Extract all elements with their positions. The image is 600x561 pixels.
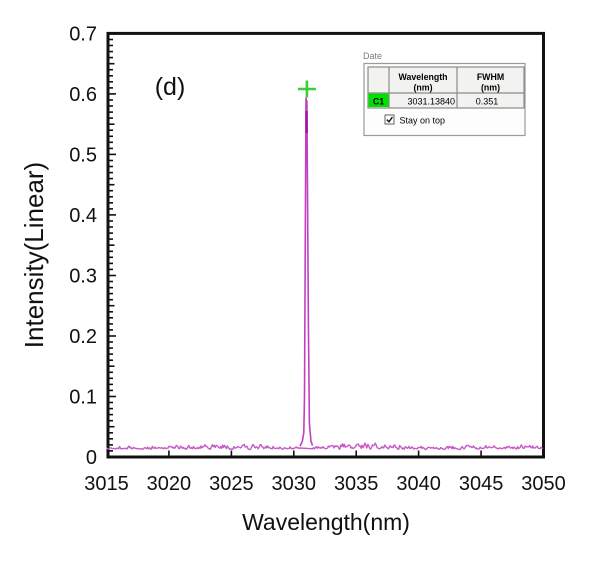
svg-text:3040: 3040	[396, 473, 441, 495]
svg-text:Wavelength: Wavelength	[398, 72, 447, 82]
svg-text:0: 0	[86, 447, 97, 469]
svg-text:0.3: 0.3	[69, 266, 97, 288]
svg-text:0.351: 0.351	[476, 97, 499, 107]
svg-text:3035: 3035	[334, 473, 379, 495]
svg-text:Wavelength(nm): Wavelength(nm)	[242, 509, 410, 535]
svg-text:0.6: 0.6	[69, 84, 97, 106]
svg-text:FWHM: FWHM	[477, 72, 504, 82]
svg-text:0.1: 0.1	[69, 387, 97, 409]
svg-text:3020: 3020	[147, 473, 192, 495]
svg-text:0.2: 0.2	[69, 326, 97, 348]
svg-text:0.4: 0.4	[69, 205, 97, 227]
svg-text:Intensity(Linear): Intensity(Linear)	[19, 162, 49, 348]
svg-text:3031.13840: 3031.13840	[407, 97, 455, 107]
svg-text:3015: 3015	[84, 473, 129, 495]
svg-text:3025: 3025	[209, 473, 254, 495]
svg-text:3045: 3045	[459, 473, 504, 495]
svg-text:(d): (d)	[155, 73, 186, 101]
svg-text:C1: C1	[373, 97, 384, 107]
svg-text:0.7: 0.7	[69, 23, 97, 45]
svg-text:3030: 3030	[272, 473, 317, 495]
svg-text:Stay on top: Stay on top	[400, 116, 446, 126]
svg-text:(nm): (nm)	[481, 83, 500, 93]
svg-text:Date: Date	[363, 51, 382, 61]
svg-text:(nm): (nm)	[413, 83, 432, 93]
svg-text:3050: 3050	[521, 473, 566, 495]
svg-text:0.5: 0.5	[69, 144, 97, 166]
